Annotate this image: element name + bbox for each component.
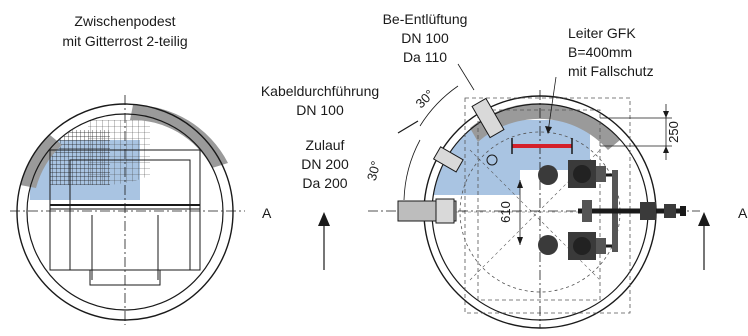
dim-610: 610	[498, 201, 513, 223]
vent-label-line2: DN 100	[401, 30, 449, 46]
vent-pipe	[471, 97, 505, 139]
angle-arc-lower	[403, 139, 421, 201]
inlet-label-line1: Zulauf	[306, 137, 345, 153]
pump-upper	[538, 160, 606, 188]
dim-250: 250	[666, 121, 681, 143]
left-title-line1: Zwischenpodest	[74, 13, 175, 29]
inlet-label-line3: Da 200	[302, 175, 347, 191]
inlet-label-line2: DN 200	[301, 156, 349, 172]
left-section-label: A	[262, 205, 272, 221]
right-dashed-frame	[464, 97, 631, 314]
cable-label-line2: DN 100	[296, 102, 344, 118]
ladder-label-line3: mit Fallschutz	[568, 63, 654, 79]
left-grating-coarse	[88, 120, 150, 185]
ladder-label-line2: B=400mm	[568, 44, 632, 60]
section-arrow-left	[318, 212, 330, 226]
right-gray-band	[470, 103, 620, 150]
left-gray-band	[130, 105, 228, 168]
left-title-line2: mit Gitterrost 2-teilig	[62, 33, 187, 49]
vent-label-line1: Be-Entlüftung	[383, 11, 468, 27]
right-plan-view: 250 610 30° 30° Be-Entlüftung DN 100 Da …	[261, 11, 748, 329]
right-blue-area	[432, 120, 590, 195]
small-opening	[486, 154, 498, 166]
ladder-label-line1: Leiter GFK	[568, 25, 636, 41]
vent-label-line3: Da 110	[403, 49, 447, 65]
angle-lower-label: 30°	[364, 159, 384, 182]
discharge-piping	[578, 170, 686, 252]
cable-pipe	[432, 146, 464, 173]
pump-lower	[538, 232, 606, 260]
section-arrow-right	[698, 212, 710, 226]
cable-label-line1: Kabeldurchführung	[261, 83, 379, 99]
section-label-right: A	[738, 205, 748, 221]
left-plan-view: Zwischenpodest mit Gitterrost 2-teilig A	[10, 13, 272, 325]
angle-arc-upper	[419, 85, 459, 127]
